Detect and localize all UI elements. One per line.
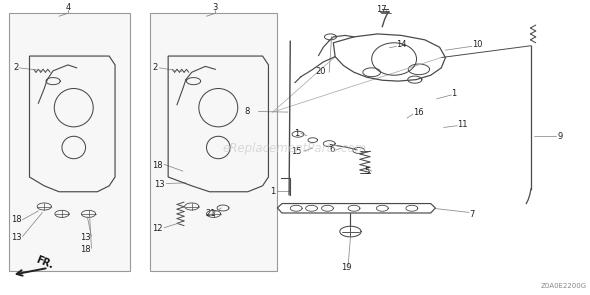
Text: 11: 11 (457, 120, 468, 129)
Text: 1: 1 (451, 89, 457, 98)
Text: 19: 19 (341, 263, 352, 272)
Text: 18: 18 (80, 245, 90, 254)
Text: FR.: FR. (34, 255, 55, 271)
Text: 8: 8 (245, 107, 250, 116)
Text: 2: 2 (13, 63, 18, 72)
Text: 16: 16 (413, 108, 424, 117)
Text: 18: 18 (152, 161, 163, 170)
Text: 15: 15 (291, 147, 301, 155)
Bar (150, 13, 277, 271)
Text: 14: 14 (396, 40, 407, 49)
Text: 12: 12 (152, 224, 163, 233)
Text: 13: 13 (155, 180, 165, 189)
Text: 1: 1 (270, 187, 276, 196)
Text: 3: 3 (212, 3, 218, 12)
Text: 2: 2 (152, 63, 158, 72)
Text: 5: 5 (365, 167, 370, 176)
Text: 7: 7 (469, 210, 474, 219)
Text: 1: 1 (294, 129, 299, 138)
Text: 9: 9 (558, 132, 563, 141)
Text: 20: 20 (316, 67, 326, 76)
Text: eReplacementParts.com: eReplacementParts.com (223, 142, 367, 155)
Text: 21: 21 (205, 209, 216, 218)
Text: 17: 17 (376, 5, 387, 14)
Text: 4: 4 (65, 3, 70, 12)
Text: 10: 10 (472, 40, 483, 49)
Text: Z0A0E2200G: Z0A0E2200G (541, 283, 587, 289)
Bar (9, 13, 130, 271)
Text: 13: 13 (11, 233, 21, 242)
Text: 18: 18 (11, 215, 21, 224)
Text: 6: 6 (329, 145, 335, 154)
Text: 13: 13 (80, 233, 90, 242)
